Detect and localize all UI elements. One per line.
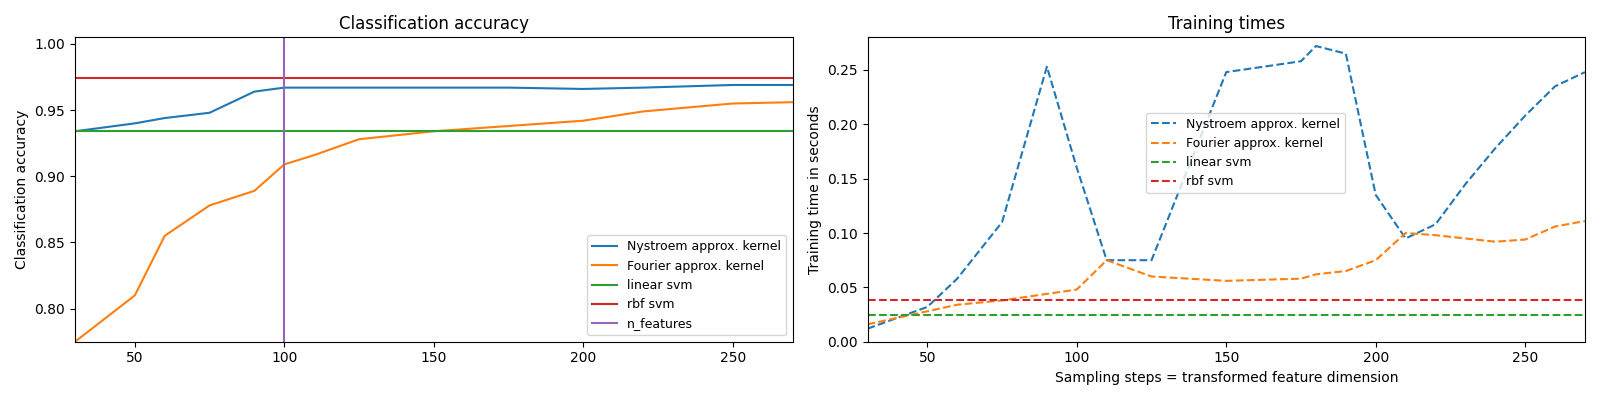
rbf svm [771, 298, 790, 303]
Nystroem approx. kernel [723, 82, 742, 87]
Fourier approx. kernel [1576, 219, 1595, 224]
Fourier approx. kernel [1515, 237, 1534, 242]
Fourier approx. kernel [1366, 258, 1386, 262]
Nystroem approx. kernel [1216, 70, 1235, 74]
Nystroem approx. kernel [1037, 64, 1056, 69]
Fourier approx. kernel [200, 203, 219, 208]
Nystroem approx. kernel [349, 85, 368, 90]
Nystroem approx. kernel [1456, 182, 1475, 186]
Nystroem approx. kernel [1546, 84, 1565, 89]
Line: Nystroem approx. kernel: Nystroem approx. kernel [867, 46, 1586, 329]
Line: Fourier approx. kernel: Fourier approx. kernel [867, 221, 1586, 324]
Nystroem approx. kernel [1486, 146, 1506, 151]
Fourier approx. kernel [1306, 272, 1325, 277]
Line: Nystroem approx. kernel: Nystroem approx. kernel [75, 85, 792, 131]
Y-axis label: Classification accuracy: Classification accuracy [14, 110, 29, 269]
Nystroem approx. kernel [1291, 59, 1310, 64]
Y-axis label: Training time in seconds: Training time in seconds [808, 105, 821, 274]
Fourier approx. kernel [349, 137, 368, 142]
Legend: Nystroem approx. kernel, Fourier approx. kernel, linear svm, rbf svm: Nystroem approx. kernel, Fourier approx.… [1147, 113, 1346, 193]
Fourier approx. kernel [1067, 287, 1086, 292]
Fourier approx. kernel [947, 302, 966, 307]
Fourier approx. kernel [1142, 274, 1162, 279]
Fourier approx. kernel [155, 234, 174, 238]
Nystroem approx. kernel [155, 116, 174, 120]
Nystroem approx. kernel [200, 110, 219, 115]
X-axis label: Sampling steps = transformed feature dimension: Sampling steps = transformed feature dim… [1054, 371, 1398, 385]
Nystroem approx. kernel [574, 86, 594, 91]
Fourier approx. kernel [125, 293, 144, 298]
Fourier approx. kernel [66, 339, 85, 344]
Fourier approx. kernel [992, 298, 1011, 303]
Fourier approx. kernel [634, 109, 653, 114]
Fourier approx. kernel [918, 309, 938, 314]
Fourier approx. kernel [1486, 239, 1506, 244]
Title: Training times: Training times [1168, 15, 1285, 33]
Nystroem approx. kernel [424, 85, 443, 90]
Fourier approx. kernel [424, 129, 443, 134]
Nystroem approx. kernel [918, 304, 938, 309]
Nystroem approx. kernel [634, 85, 653, 90]
Fourier approx. kernel [1216, 278, 1235, 283]
Fourier approx. kernel [499, 124, 518, 128]
Fourier approx. kernel [1098, 258, 1117, 262]
Nystroem approx. kernel [304, 85, 323, 90]
Nystroem approx. kernel [125, 121, 144, 126]
Nystroem approx. kernel [1306, 44, 1325, 48]
Fourier approx. kernel [1037, 292, 1056, 296]
Nystroem approx. kernel [1336, 51, 1355, 56]
Fourier approx. kernel [1426, 233, 1445, 238]
Nystroem approx. kernel [245, 89, 264, 94]
Nystroem approx. kernel [499, 85, 518, 90]
linear svm [771, 312, 790, 317]
Fourier approx. kernel [245, 188, 264, 193]
Fourier approx. kernel [858, 322, 877, 327]
Fourier approx. kernel [574, 118, 594, 123]
Nystroem approx. kernel [1515, 113, 1534, 118]
Nystroem approx. kernel [1397, 236, 1416, 241]
Line: Fourier approx. kernel: Fourier approx. kernel [75, 102, 792, 342]
Fourier approx. kernel [1456, 236, 1475, 241]
Fourier approx. kernel [1336, 269, 1355, 274]
Legend: Nystroem approx. kernel, Fourier approx. kernel, linear svm, rbf svm, n_features: Nystroem approx. kernel, Fourier approx.… [587, 236, 786, 336]
Fourier approx. kernel [1397, 231, 1416, 236]
Nystroem approx. kernel [1067, 165, 1086, 170]
Nystroem approx. kernel [947, 276, 966, 281]
Nystroem approx. kernel [782, 82, 802, 87]
Fourier approx. kernel [275, 162, 294, 167]
Fourier approx. kernel [782, 100, 802, 104]
Title: Classification accuracy: Classification accuracy [339, 15, 528, 33]
rbf svm [768, 298, 787, 303]
Nystroem approx. kernel [1142, 258, 1162, 262]
Nystroem approx. kernel [66, 129, 85, 134]
Fourier approx. kernel [304, 153, 323, 158]
Nystroem approx. kernel [1366, 192, 1386, 197]
Nystroem approx. kernel [1098, 258, 1117, 262]
Fourier approx. kernel [723, 101, 742, 106]
Fourier approx. kernel [1291, 276, 1310, 281]
Fourier approx. kernel [1546, 224, 1565, 229]
Nystroem approx. kernel [858, 326, 877, 331]
Nystroem approx. kernel [275, 85, 294, 90]
Nystroem approx. kernel [1576, 70, 1595, 74]
Nystroem approx. kernel [1426, 222, 1445, 227]
linear svm [768, 312, 787, 317]
Nystroem approx. kernel [992, 220, 1011, 224]
